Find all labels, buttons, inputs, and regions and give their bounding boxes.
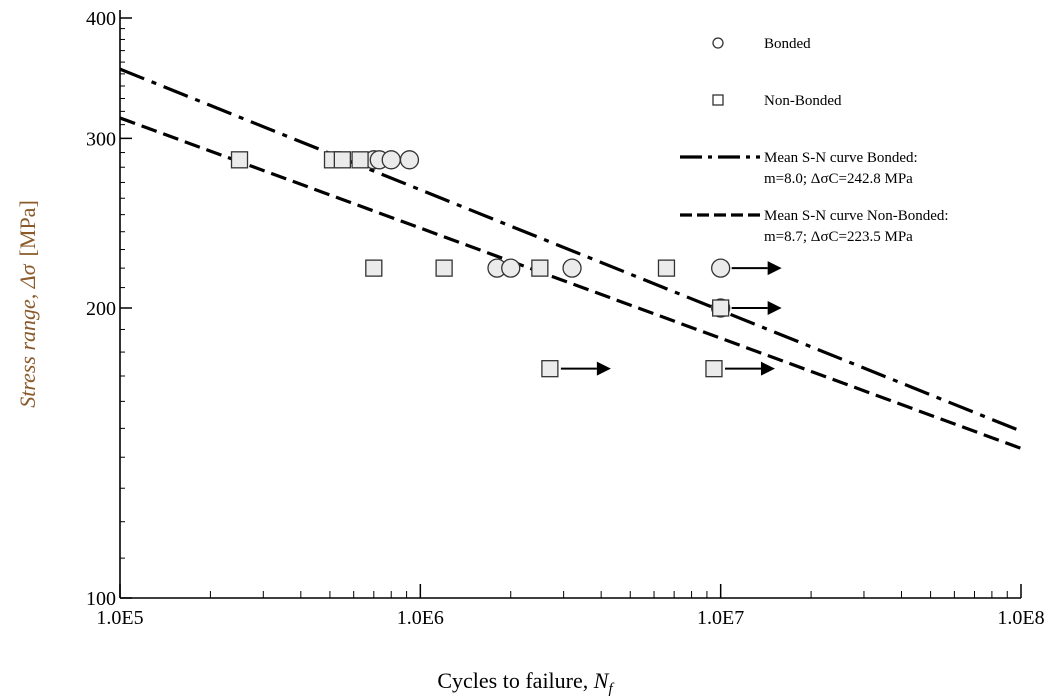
runout-arrow-head: [767, 261, 782, 276]
non-bonded-runout-point: [541, 360, 559, 378]
legend-series-label: Bonded: [764, 36, 811, 52]
bonded-point: [501, 258, 521, 278]
sn-curves: [119, 67, 1022, 450]
data-markers: [230, 150, 731, 378]
y-axis-label: Stress range, Δσ [MPa]: [15, 200, 40, 408]
legend-curve-label: Mean S-N curve Bonded:: [764, 150, 918, 166]
non-bonded-runout-point: [712, 299, 730, 317]
y-axis-label-main: Stress range,: [15, 288, 40, 408]
non-bonded-point: [531, 259, 549, 277]
y-tick-label: 200: [86, 298, 116, 320]
x-tick-label: 1.0E5: [96, 607, 143, 629]
runout-arrow-head: [767, 301, 782, 315]
bonded-point: [562, 258, 582, 278]
bonded-runout-point: [711, 258, 731, 278]
y-tick-label: 400: [86, 8, 116, 30]
legend-curve-detail: m=8.0; ΔσC=242.8 MPa: [764, 171, 913, 187]
axis-ticks: [119, 17, 1022, 599]
curve-bonded: [119, 67, 1022, 433]
y-axis-label-symbol: Δσ: [15, 263, 40, 289]
tick-labels: 1.0E5 1.0E6 1.0E7 1.0E8 100 200 300 400: [86, 8, 1045, 629]
non-bonded-point: [230, 151, 249, 169]
x-axis-label-main: Cycles to failure,: [437, 668, 593, 693]
x-tick-label: 1.0E6: [397, 607, 444, 629]
legend-bonded-marker: [712, 37, 724, 49]
legend-curve-label: Mean S-N curve Non-Bonded:: [764, 208, 949, 224]
non-bonded-point: [333, 151, 352, 169]
legend-non-bonded-marker: [712, 94, 724, 106]
legend-series-label: Non-Bonded: [764, 93, 842, 109]
x-axis-label-subscript: f: [608, 681, 614, 697]
x-axis-label-symbol: N: [593, 668, 610, 693]
non-bonded-point: [351, 151, 369, 169]
x-tick-label: 1.0E7: [697, 607, 744, 629]
y-axis-label-unit: [MPa]: [15, 200, 40, 256]
non-bonded-runout-point: [705, 360, 723, 378]
non-bonded-point: [365, 259, 383, 277]
legend-curve-detail: m=8.7; ΔσC=223.5 MPa: [764, 229, 913, 245]
curve-non-bonded: [119, 116, 1022, 450]
runout-arrow-head: [760, 361, 775, 376]
non-bonded-point: [435, 259, 453, 277]
bonded-point: [381, 150, 401, 170]
y-tick-label: 300: [86, 128, 116, 150]
runout-arrows: [560, 261, 782, 376]
bonded-point: [399, 150, 420, 170]
x-axis-label: Cycles to failure, Nf: [437, 668, 614, 697]
runout-arrow-head: [596, 361, 611, 376]
x-tick-label: 1.0E8: [997, 607, 1044, 629]
y-tick-label: 100: [86, 588, 116, 610]
legend: Bonded Non-Bonded Mean S-N curve Bonded: m=…: [680, 36, 949, 245]
non-bonded-point: [657, 259, 676, 277]
